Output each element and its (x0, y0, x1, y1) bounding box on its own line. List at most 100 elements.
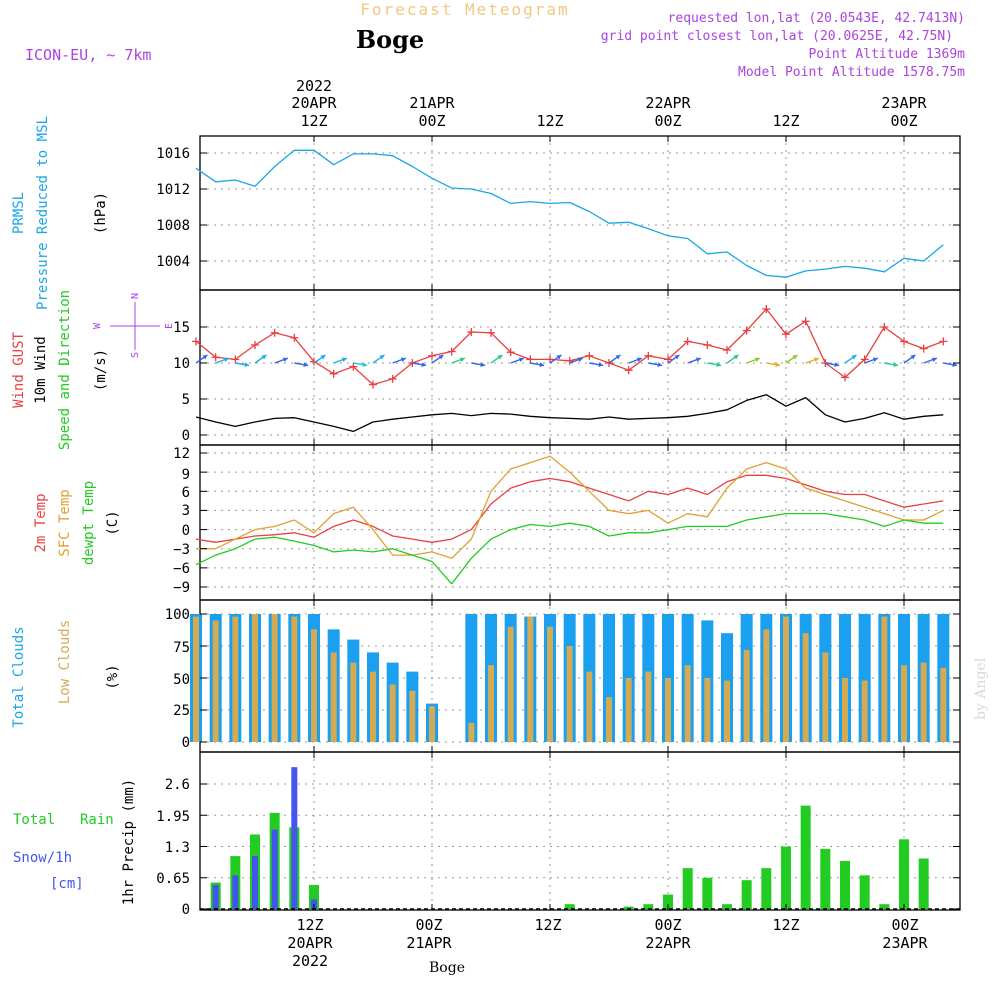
sfc-label: SFC Temp (57, 489, 73, 556)
top-tick-label: 12Z (300, 112, 327, 130)
low-cloud-bar (763, 629, 770, 742)
ytick-label: 1008 (156, 218, 190, 234)
compass-n: N (130, 293, 141, 299)
wind-arrow-head (459, 357, 465, 362)
wind-arrow-head (931, 357, 937, 362)
low-cloud-bar (606, 697, 612, 742)
low-cloud-bar (271, 614, 278, 742)
wind-arrow-head (341, 357, 347, 362)
wind-arrow-head (261, 354, 267, 360)
low-cloud-bar (350, 662, 357, 742)
clouds-panel-labels: Total Clouds Low Clouds (%) (11, 620, 121, 728)
low-cloud-bar (507, 626, 514, 742)
model-label: ICON-EU, ~ 7km (25, 46, 151, 64)
gust-line (195, 308, 944, 386)
low-cloud-bar (861, 680, 868, 742)
wind-arrow-head (813, 357, 819, 362)
rain-bar (800, 805, 811, 909)
wind10m-line (195, 394, 944, 433)
ytick-label: 0 (182, 902, 190, 918)
low-cloud-bar (547, 626, 553, 742)
low-cloud-bar (704, 678, 711, 742)
low-cloud-bar (783, 616, 789, 742)
low-cloud-bar (586, 671, 593, 742)
top-tick-label: 21APR (409, 94, 455, 112)
rain-bar (918, 858, 929, 909)
rain-bar (663, 894, 673, 909)
ytick-label: 0 (182, 428, 190, 444)
wind-arrow-head (872, 357, 878, 362)
snow-bar (271, 829, 278, 909)
chart-title: Forecast Meteogram (360, 0, 569, 19)
ytick-label: 6 (182, 485, 190, 501)
wind-arrow-head (910, 354, 916, 360)
t2m-label: 2m Temp (33, 493, 49, 552)
wind-arrow-head (716, 362, 722, 368)
rain-bar (879, 904, 890, 909)
bottom-tick-label: 00Z (654, 916, 681, 934)
wind-arrow-head (792, 354, 798, 360)
low-cloud-bar (881, 616, 888, 742)
bottom-tick-label: 00Z (891, 916, 918, 934)
low-cloud-bar (743, 649, 750, 742)
precip-yticks: 2.6 1.95 1.3 0.65 0 (156, 777, 190, 918)
low-cloud-bar (724, 680, 730, 742)
wind-arrow-head (244, 362, 250, 368)
wind-arrow-head (379, 354, 385, 360)
temp-yticks: 12 9 6 3 0 −3 −6 −9 (173, 446, 190, 596)
precip-panel-labels: Total Rain Snow/1h [cm] 1hr Precip (mm) (13, 779, 137, 905)
ytick-label: 50 (173, 672, 190, 688)
ytick-label: 0.65 (156, 871, 190, 887)
bottom-tick-label: 20APR (287, 934, 333, 952)
top-time-axis: 2022 20APR 12Z 21APR 00Z 12Z 22APR 00Z 1… (291, 77, 927, 130)
bottom-tick-label: 2022 (292, 952, 328, 970)
low-cloud-bar (212, 620, 219, 742)
rain-bar (761, 868, 772, 909)
ytick-label: 2.6 (165, 777, 190, 793)
snow-bar (232, 875, 239, 909)
snow-bar (212, 884, 219, 909)
ytick-label: 3 (182, 503, 190, 519)
dewpt-line (195, 512, 944, 585)
wind-arrow-head (851, 354, 857, 360)
total-clouds-label: Total Clouds (11, 626, 27, 727)
ytick-label: 5 (182, 392, 190, 408)
rain-bar (741, 880, 752, 909)
low-cloud-bar (409, 690, 416, 742)
wind-arrow-head (754, 357, 760, 362)
ytick-label: 1004 (156, 254, 190, 270)
top-tick-label: 00Z (654, 112, 681, 130)
top-tick-label: 12Z (772, 112, 799, 130)
low-cloud-bar (488, 665, 494, 742)
low-cloud-bar (625, 678, 632, 742)
rain-bar (564, 904, 575, 909)
bottom-location-label: Boge (429, 960, 465, 976)
low-cloud-bar (370, 671, 376, 742)
wind-arrow-head (674, 354, 680, 360)
bottom-time-axis: 12Z 20APR 2022 00Z 21APR 12Z 00Z 22APR 1… (287, 916, 928, 970)
compass-w: W (92, 322, 103, 329)
ytick-label: 1016 (156, 146, 190, 162)
temp-panel-labels: 2m Temp SFC Temp dewpt Temp (C) (33, 481, 121, 565)
wind-arrow-head (497, 354, 503, 360)
rain-bar (820, 848, 831, 909)
bottom-tick-label: 22APR (645, 934, 691, 952)
bars-layer (190, 614, 950, 909)
low-cloud-bar (468, 722, 475, 742)
bottom-tick-label: 12Z (296, 916, 323, 934)
ytick-label: 75 (173, 640, 190, 656)
precip-unit-label: 1hr Precip (mm) (121, 779, 137, 905)
low-cloud-bar (940, 667, 947, 742)
low-cloud-bar (193, 616, 199, 742)
wind-arrow-head (518, 357, 524, 362)
ytick-label: 1012 (156, 182, 190, 198)
grid-point-coords: grid point closest lon,lat (20.0625E, 42… (601, 29, 953, 44)
ytick-label: 100 (165, 607, 190, 623)
point-altitude: Point Altitude 1369m (808, 47, 965, 62)
wind-unit-label: (m/s) (93, 349, 109, 391)
low-cloud-bar (842, 678, 848, 742)
rain-bar (309, 884, 319, 909)
pressure-panel-labels: PRMSL Pressure Reduced to MSL (hPa) (11, 116, 109, 310)
temp-unit-label: (C) (105, 510, 121, 535)
grid-layer (200, 136, 960, 910)
